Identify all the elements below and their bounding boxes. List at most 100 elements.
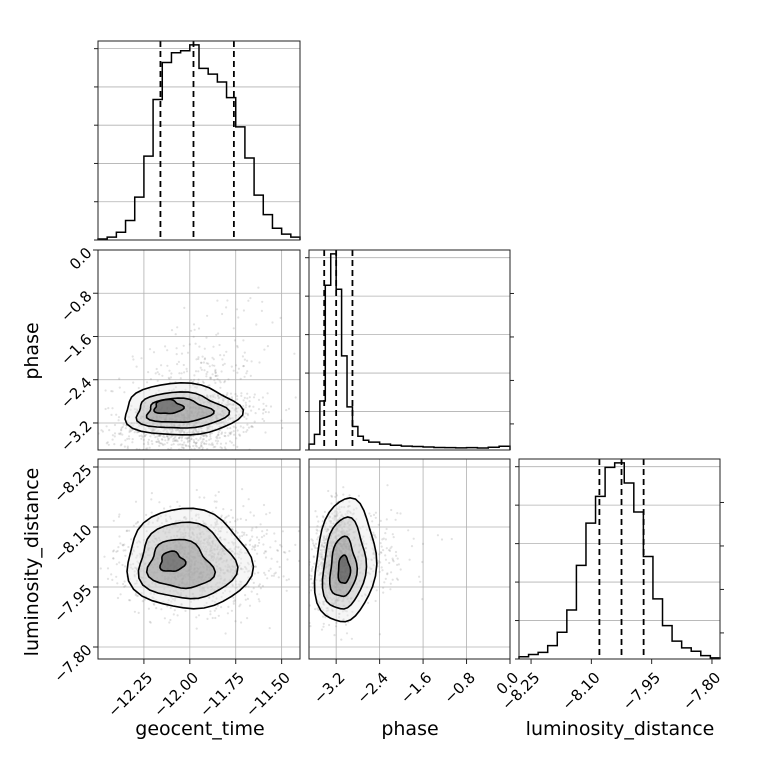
scatter-point — [246, 597, 249, 601]
scatter-point — [245, 533, 248, 537]
scatter-point — [242, 339, 245, 342]
scatter-point — [334, 585, 337, 589]
scatter-point — [341, 557, 344, 560]
scatter-point — [148, 348, 152, 351]
scatter-point — [372, 513, 376, 517]
scatter-point — [131, 438, 134, 441]
scatter-point — [336, 588, 339, 592]
scatter-point — [202, 520, 205, 523]
scatter-point — [143, 570, 146, 574]
scatter-point — [345, 591, 348, 594]
scatter-point — [235, 404, 238, 407]
scatter-point — [348, 556, 351, 559]
scatter-point — [152, 566, 155, 569]
scatter-point — [332, 571, 335, 574]
scatter-point — [186, 431, 190, 434]
scatter-point — [243, 565, 246, 569]
scatter-point — [329, 554, 332, 557]
scatter-point — [223, 553, 226, 556]
scatter-point — [206, 427, 210, 430]
scatter-point — [194, 556, 197, 559]
scatter-point — [320, 543, 323, 547]
scatter-point — [322, 545, 325, 548]
scatter-point — [339, 544, 343, 548]
scatter-point — [348, 548, 352, 551]
scatter-point — [163, 571, 166, 574]
scatter-point — [322, 603, 326, 606]
scatter-point — [396, 557, 399, 560]
scatter-point — [197, 561, 200, 564]
scatter-point — [342, 493, 345, 496]
scatter-point — [211, 442, 214, 445]
scatter-point — [336, 597, 339, 600]
scatter-point — [196, 540, 199, 543]
scatter-point — [164, 532, 167, 535]
scatter-point — [176, 363, 179, 366]
scatter-point — [338, 542, 341, 545]
scatter-point — [196, 569, 199, 573]
scatter-point — [324, 586, 327, 589]
scatter-point — [322, 615, 325, 618]
scatter-point — [216, 604, 219, 607]
scatter-point — [266, 345, 269, 348]
scatter-point — [166, 435, 169, 438]
scatter-point — [152, 574, 156, 577]
scatter-point — [170, 564, 173, 567]
scatter-point — [178, 436, 181, 439]
scatter-point — [329, 551, 332, 555]
scatter-point — [333, 554, 336, 557]
scatter-point — [337, 596, 340, 599]
scatter-point — [160, 422, 163, 425]
scatter-point — [201, 573, 204, 577]
scatter-point — [227, 403, 230, 406]
scatter-point — [375, 589, 378, 592]
scatter-point — [329, 593, 332, 596]
scatter-point — [180, 412, 183, 415]
scatter-point — [209, 403, 212, 406]
scatter-point — [126, 437, 129, 440]
scatter-point — [238, 537, 241, 540]
scatter-point — [221, 409, 224, 412]
scatter-point — [166, 394, 170, 397]
scatter-point — [194, 444, 197, 447]
scatter-point — [183, 423, 186, 426]
scatter-point — [178, 424, 181, 427]
scatter-point — [182, 443, 185, 446]
scatter-point — [324, 583, 327, 587]
scatter-point — [180, 582, 183, 585]
scatter-point — [351, 610, 354, 613]
scatter-point — [153, 405, 156, 408]
scatter-point — [276, 560, 279, 563]
scatter-point — [194, 416, 197, 419]
scatter-point — [135, 567, 138, 571]
scatter-point — [235, 410, 239, 413]
scatter-point — [201, 430, 204, 433]
scatter-point — [389, 588, 392, 591]
scatter-point — [188, 407, 191, 410]
scatter-point — [261, 530, 264, 533]
scatter-point — [360, 548, 363, 551]
scatter-point — [134, 592, 138, 595]
scatter-point — [250, 409, 253, 412]
scatter-point — [106, 567, 110, 570]
scatter-point — [345, 562, 348, 565]
scatter-point — [236, 531, 239, 534]
scatter-point — [341, 533, 344, 536]
scatter-point — [221, 547, 224, 551]
scatter-point — [232, 572, 235, 575]
scatter-point — [330, 532, 333, 535]
scatter-point — [260, 309, 263, 312]
scatter-point — [137, 561, 140, 565]
scatter-point — [166, 554, 169, 557]
scatter-point — [218, 396, 221, 399]
scatter-point — [242, 505, 245, 508]
scatter-point — [334, 528, 337, 531]
scatter-point — [191, 380, 195, 383]
scatter-point — [332, 569, 335, 573]
scatter-point — [219, 545, 222, 548]
scatter-point — [205, 412, 208, 415]
scatter-point — [105, 442, 108, 445]
scatter-point — [193, 567, 196, 570]
scatter-point — [207, 566, 210, 569]
scatter-point — [180, 550, 184, 553]
